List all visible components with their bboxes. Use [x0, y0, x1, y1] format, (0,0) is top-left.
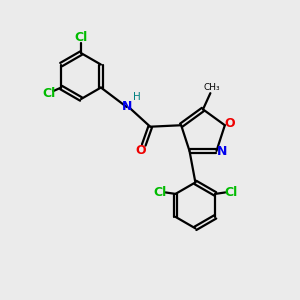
- Text: Cl: Cl: [224, 186, 237, 199]
- Text: N: N: [122, 100, 132, 113]
- Text: CH₃: CH₃: [203, 83, 220, 92]
- Text: O: O: [135, 144, 146, 157]
- Text: Cl: Cl: [42, 87, 56, 100]
- Text: Cl: Cl: [74, 31, 88, 44]
- Text: Cl: Cl: [154, 186, 167, 199]
- Text: H: H: [133, 92, 141, 102]
- Text: N: N: [217, 145, 227, 158]
- Text: O: O: [225, 117, 236, 130]
